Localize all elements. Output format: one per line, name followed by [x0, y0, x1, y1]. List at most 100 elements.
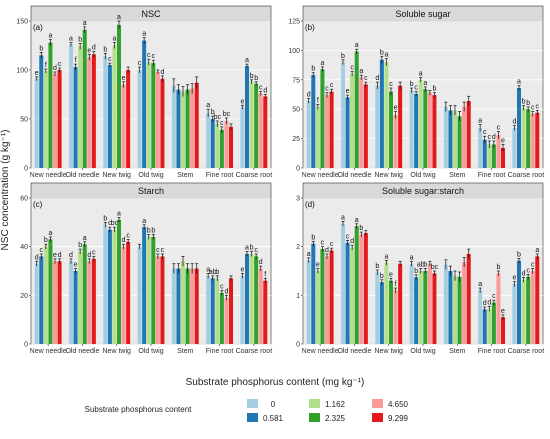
significance-letter: d [492, 134, 496, 141]
x-tick-label: New twig [103, 172, 132, 179]
legend-title: Substrate phosphorus content [85, 405, 193, 414]
significance-letter: a [410, 254, 414, 261]
bar [384, 62, 389, 168]
significance-letter: b [432, 86, 436, 93]
y-tick-label: 25 [292, 136, 300, 143]
bar [354, 51, 359, 168]
bar [354, 226, 359, 344]
legend-swatch [247, 399, 258, 408]
significance-letter: b [311, 66, 315, 73]
significance-letter: b [496, 264, 500, 271]
bar [171, 268, 176, 344]
significance-letter: e [512, 275, 516, 282]
bar [137, 70, 142, 168]
significance-letter: a [48, 33, 52, 40]
legend-swatch [309, 399, 320, 408]
x-tick-label: Old twig [410, 172, 435, 179]
bar [146, 62, 151, 168]
bar [224, 120, 229, 168]
significance-letter: b [103, 215, 107, 222]
significance-letter: b [250, 73, 254, 80]
bar [73, 271, 78, 344]
significance-letter: e [501, 137, 505, 144]
significance-letter: d [35, 254, 39, 261]
bar [350, 73, 355, 168]
legend-label: 0.581 [263, 414, 284, 423]
bar [228, 278, 234, 344]
bar [82, 244, 87, 344]
significance-letter: e [53, 252, 57, 259]
bar [398, 85, 403, 168]
bar [176, 268, 181, 344]
legend: 0 0.581 1.162 2.325 4.650 9.299 [247, 399, 409, 423]
bar [414, 277, 419, 344]
legend-item: 9.299 [372, 413, 409, 423]
bar [142, 40, 147, 168]
bar [48, 42, 53, 169]
legend-item: 0 [247, 399, 276, 409]
x-tick-label: Coarse root [236, 348, 273, 355]
bar [526, 109, 531, 168]
bar [254, 256, 259, 344]
bar [219, 292, 224, 344]
bar [414, 93, 419, 168]
x-tick-label: Coarse root [236, 172, 273, 179]
significance-letter: b [151, 228, 155, 235]
significance-letter: e [87, 47, 91, 54]
bar [112, 45, 117, 168]
x-tick-label: Fine root [206, 348, 234, 355]
significance-letter: b [147, 228, 151, 235]
bar [359, 234, 364, 344]
significance-letter: b [380, 49, 384, 56]
bar [315, 271, 320, 344]
significance-letter: c [531, 105, 535, 112]
bar [398, 263, 403, 344]
y-tick-label: 3 [296, 196, 300, 203]
bar [240, 107, 245, 168]
bar [388, 91, 394, 168]
bar [329, 250, 334, 344]
bar [126, 70, 131, 168]
y-tick-label: 0 [24, 166, 28, 173]
bar [487, 308, 492, 344]
bar [491, 144, 496, 168]
bar [155, 71, 160, 168]
y-tick-label: 100 [288, 48, 300, 55]
bar [194, 268, 199, 344]
bar [103, 224, 108, 344]
bar [388, 280, 394, 344]
significance-letter: d [350, 238, 354, 245]
significance-letter: b [44, 237, 48, 244]
bar [180, 261, 186, 344]
significance-letter: b [341, 53, 345, 60]
panel-background [30, 197, 272, 345]
bar [530, 271, 535, 344]
significance-letter: a [117, 14, 121, 21]
significance-letter: a [517, 79, 521, 86]
bar [244, 253, 250, 344]
x-tick-label: Old twig [138, 348, 163, 355]
bar [516, 260, 522, 344]
significance-letter: b [410, 81, 414, 88]
bar [311, 243, 316, 344]
bar [57, 70, 62, 168]
bar [215, 278, 220, 344]
bar [160, 256, 165, 344]
significance-letter: d [259, 259, 263, 266]
bar [39, 256, 44, 344]
y-axis-label: NSC concentration (g kg⁻¹) [0, 130, 11, 251]
bar [68, 261, 74, 344]
significance-letter: d [87, 252, 91, 259]
significance-letter: c [488, 134, 492, 141]
bar [512, 284, 517, 344]
y-tick-label: 0 [24, 342, 28, 349]
significance-letter: ab [209, 269, 217, 276]
significance-letter: c [497, 125, 501, 132]
significance-letter: c [161, 247, 165, 254]
y-tick-label: 125 [288, 19, 300, 26]
significance-letter: b [311, 234, 315, 241]
y-tick-label: 50 [20, 117, 28, 124]
significance-letter: a [48, 230, 52, 237]
